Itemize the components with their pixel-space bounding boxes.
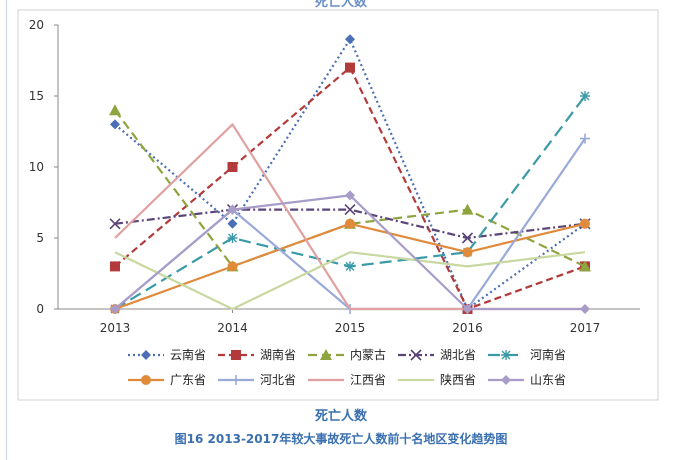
series-2-point [110, 261, 120, 272]
series-line-2 [114, 66, 586, 311]
series-10-point [110, 304, 120, 314]
legend-marker [141, 350, 151, 360]
series-10-point [580, 304, 590, 314]
chart-title: 死亡人数 [314, 0, 367, 10]
legend-label: 山东省 [530, 373, 566, 387]
series-3-point [109, 104, 121, 116]
x-tick-label: 2015 [335, 321, 366, 335]
series-6-point [580, 218, 590, 229]
legend-marker [231, 350, 241, 360]
series-10-point [462, 304, 473, 314]
y-tick-label: 0 [36, 302, 44, 316]
series-7-point [580, 133, 590, 144]
series-2-point [345, 62, 355, 73]
series-4-point [109, 218, 121, 230]
legend-label: 云南省 [170, 347, 206, 362]
series-line-1 [114, 38, 586, 311]
legend-marker [320, 349, 332, 360]
legend-label: 内蒙古 [350, 347, 386, 362]
series-6-point [462, 247, 473, 258]
legend-label: 湖北省 [440, 347, 476, 362]
chart-border [17, 9, 659, 401]
x-tick-label: 2013 [100, 321, 131, 335]
series-6-point [345, 218, 355, 229]
legend-label: 湖南省 [260, 347, 296, 362]
x-tick-label: 2014 [217, 321, 248, 335]
series-5-point [345, 261, 355, 272]
y-tick-label: 20 [29, 18, 44, 32]
legend-label: 陕西省 [440, 372, 476, 387]
y-tick-label: 5 [36, 231, 44, 245]
figure-caption: 图16 2013-2017年较大事故死亡人数前十名地区变化趋势图 [174, 432, 508, 446]
y-tick-label: 15 [29, 89, 44, 103]
x-axis-label: 死亡人数 [314, 409, 367, 424]
series-4-point [344, 204, 356, 216]
x-tick-label: 2016 [452, 321, 483, 335]
legend-marker [231, 375, 241, 385]
legend-label: 广东省 [170, 373, 206, 387]
legend-marker [501, 375, 511, 385]
x-tick-label: 2017 [570, 321, 601, 335]
series-6-point [227, 261, 238, 272]
series-10-point [345, 190, 355, 201]
series-3-point [461, 203, 474, 215]
y-tick-label: 10 [29, 160, 44, 174]
series-10-point [227, 204, 238, 215]
page-border [6, 0, 7, 460]
legend-label: 河北省 [260, 373, 296, 387]
legend-marker [501, 350, 511, 360]
legend-marker [410, 349, 422, 361]
series-2-point [227, 162, 238, 172]
series-1-point [345, 34, 355, 45]
legend-marker [141, 375, 151, 385]
series-5-point [580, 91, 590, 101]
legend-label: 江西省 [350, 373, 386, 387]
series-line-9 [114, 251, 586, 311]
series-5-point [227, 233, 238, 243]
legend-label: 河南省 [530, 347, 566, 362]
series-line-3 [114, 109, 586, 268]
series-3-point [579, 260, 591, 272]
series-1-point [227, 218, 238, 229]
series-4-point [461, 232, 474, 244]
series-line-8 [114, 123, 585, 311]
series-1-point [110, 119, 120, 130]
